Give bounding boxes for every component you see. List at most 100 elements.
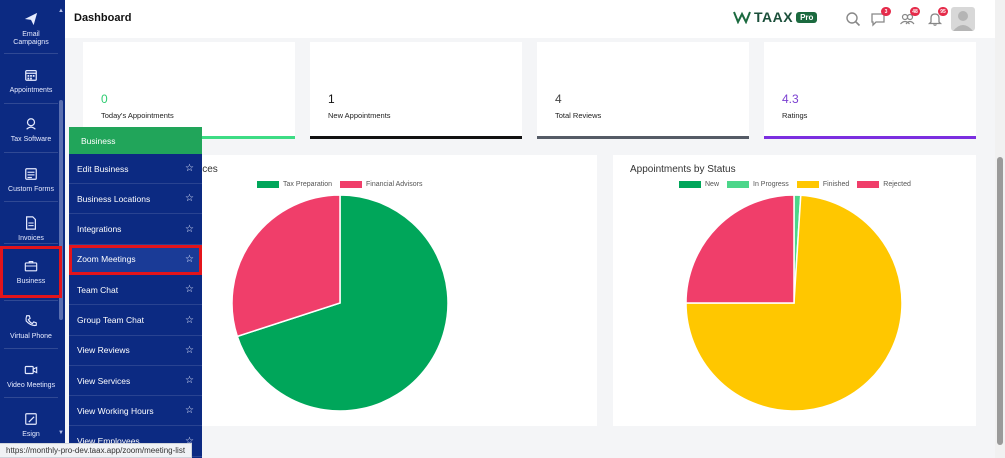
star-icon[interactable]: ☆ bbox=[185, 284, 194, 296]
menu-item-label: Business Locations bbox=[77, 193, 151, 204]
stat-card-new-appointments: 1 New Appointments bbox=[310, 42, 522, 139]
sidebar: ▲ ▼ Email Campaigns Appointments Tax Sof… bbox=[0, 0, 65, 458]
business-menu-header[interactable]: Business bbox=[69, 127, 202, 154]
users-count-badge: 48 bbox=[910, 7, 920, 16]
chart-legend: New In Progress Finished Rejected bbox=[679, 181, 919, 188]
send-icon bbox=[23, 11, 39, 27]
star-icon[interactable]: ☆ bbox=[185, 163, 194, 174]
star-icon[interactable]: ☆ bbox=[185, 344, 194, 356]
menu-item-group-team-chat[interactable]: Group Team Chat ☆ bbox=[69, 306, 202, 336]
menu-item-label: View Reviews bbox=[77, 345, 130, 356]
menu-item-view-working-hours[interactable]: View Working Hours ☆ bbox=[69, 396, 202, 427]
stat-label: Total Reviews bbox=[555, 111, 602, 120]
services-pie-chart bbox=[231, 194, 449, 412]
sidebar-item-label: Tax Software bbox=[10, 135, 52, 143]
menu-item-label: View Working Hours bbox=[77, 405, 154, 416]
logo-leaf-icon bbox=[733, 11, 751, 24]
menu-item-view-services[interactable]: View Services ☆ bbox=[69, 366, 202, 397]
status-bar-url: https://monthly-pro-dev.taax.app/zoom/me… bbox=[0, 443, 193, 458]
star-icon[interactable]: ☆ bbox=[185, 193, 194, 205]
legend-swatch bbox=[796, 181, 819, 188]
menu-item-view-reviews[interactable]: View Reviews ☆ bbox=[69, 336, 202, 366]
legend-swatch bbox=[857, 181, 880, 188]
stat-label: Ratings bbox=[782, 111, 808, 120]
chart-panel-status: Appointments by Status New In Progress Fin… bbox=[613, 155, 976, 426]
sidebar-item-label: Email Campaigns bbox=[13, 30, 49, 46]
sidebar-item-label: Invoices bbox=[18, 234, 44, 242]
sidebar-item-esign[interactable]: Esign bbox=[0, 400, 62, 449]
stat-value: 4 bbox=[555, 92, 562, 106]
sidebar-item-label: Esign bbox=[22, 430, 40, 438]
legend-item[interactable]: Tax Preparation bbox=[257, 181, 332, 188]
bell-icon[interactable]: 95 bbox=[927, 7, 948, 27]
pie-slice-financial-advisors[interactable] bbox=[231, 194, 341, 338]
page-scrollbar[interactable] bbox=[995, 0, 1005, 458]
app-logo[interactable]: TAAX Pro bbox=[733, 9, 818, 25]
menu-item-team-chat[interactable]: Team Chat ☆ bbox=[69, 275, 202, 306]
sidebar-item-label: Custom Forms bbox=[8, 185, 54, 193]
menu-item-label: Edit Business bbox=[77, 163, 129, 174]
stat-card-ratings: 4.3 Ratings bbox=[764, 42, 976, 139]
brand-pro-badge: Pro bbox=[796, 11, 818, 23]
menu-item-label: Team Chat bbox=[77, 284, 119, 295]
form-icon bbox=[23, 166, 39, 182]
star-icon[interactable]: ☆ bbox=[185, 223, 194, 235]
search-icon[interactable] bbox=[845, 11, 861, 27]
star-icon[interactable]: ☆ bbox=[185, 405, 194, 417]
chat-icon[interactable]: 3 bbox=[870, 7, 891, 27]
menu-item-edit-business[interactable]: Edit Business ☆ bbox=[69, 154, 202, 184]
menu-item-label: Zoom Meetings bbox=[77, 254, 136, 265]
sidebar-item-video-meetings[interactable]: Video Meetings bbox=[0, 351, 62, 400]
legend-label: Financial Advisors bbox=[366, 181, 423, 188]
page-scrollbar-thumb[interactable] bbox=[997, 157, 1003, 445]
menu-item-zoom-meetings[interactable]: Zoom Meetings ☆ bbox=[69, 244, 202, 275]
sidebar-scroll-up-icon[interactable]: ▲ bbox=[58, 8, 64, 14]
legend-label: Rejected bbox=[883, 181, 911, 188]
avatar[interactable] bbox=[951, 7, 975, 31]
legend-item[interactable]: In Progress bbox=[727, 181, 789, 188]
sidebar-scrollbar[interactable] bbox=[59, 100, 63, 320]
sidebar-item-tax-software[interactable]: Tax Software bbox=[0, 105, 62, 154]
chart-legend: Tax Preparation Financial Advisors bbox=[257, 181, 430, 188]
sidebar-item-label: Virtual Phone bbox=[10, 332, 52, 340]
menu-item-label: View Employees bbox=[77, 436, 140, 447]
legend-item[interactable]: Finished bbox=[796, 181, 850, 188]
brand-name: TAAX bbox=[754, 9, 794, 25]
sidebar-item-business[interactable]: Business bbox=[0, 246, 62, 298]
top-header: Dashboard TAAX Pro 3 48 95 bbox=[65, 0, 995, 38]
sidebar-item-virtual-phone[interactable]: Virtual Phone bbox=[0, 302, 62, 351]
stat-value: 1 bbox=[328, 92, 335, 106]
stat-accent-bar bbox=[310, 136, 522, 139]
pie-slice-tax-preparation[interactable] bbox=[236, 194, 449, 412]
legend-label: Finished bbox=[822, 181, 850, 188]
legend-swatch bbox=[727, 181, 750, 188]
stat-accent-bar bbox=[764, 136, 976, 139]
legend-swatch bbox=[340, 181, 363, 188]
users-icon[interactable]: 48 bbox=[899, 7, 920, 27]
chart-title: Appointments by Status bbox=[630, 164, 736, 175]
legend-label: Tax Preparation bbox=[283, 181, 333, 188]
menu-item-integrations[interactable]: Integrations ☆ bbox=[69, 215, 202, 245]
star-icon[interactable]: ☆ bbox=[185, 253, 194, 265]
sidebar-item-label: Appointments bbox=[9, 86, 53, 94]
star-icon[interactable]: ☆ bbox=[185, 435, 194, 447]
legend-item[interactable]: New bbox=[679, 181, 719, 188]
legend-item[interactable]: Rejected bbox=[857, 181, 911, 188]
star-icon[interactable]: ☆ bbox=[185, 314, 194, 326]
sidebar-item-custom-forms[interactable]: Custom Forms bbox=[0, 155, 62, 204]
menu-item-business-locations[interactable]: Business Locations ☆ bbox=[69, 184, 202, 215]
esign-icon bbox=[23, 411, 39, 427]
stat-label: New Appointments bbox=[328, 111, 391, 120]
star-icon[interactable]: ☆ bbox=[185, 375, 194, 387]
pie-slice-rejected[interactable] bbox=[685, 194, 795, 304]
sidebar-scroll-down-icon[interactable]: ▼ bbox=[58, 430, 64, 436]
sidebar-item-appointments[interactable]: Appointments bbox=[0, 56, 62, 105]
legend-item[interactable]: Financial Advisors bbox=[340, 181, 422, 188]
chat-count-badge: 3 bbox=[881, 7, 891, 16]
user-avatar-icon bbox=[953, 11, 973, 31]
sidebar-item-invoices[interactable]: Invoices bbox=[0, 204, 62, 253]
sidebar-item-email-campaigns[interactable]: Email Campaigns bbox=[0, 4, 62, 53]
stat-label: Today's Appointments bbox=[101, 111, 174, 120]
sidebar-item-label: Video Meetings bbox=[6, 381, 56, 389]
invoice-icon bbox=[23, 215, 39, 231]
